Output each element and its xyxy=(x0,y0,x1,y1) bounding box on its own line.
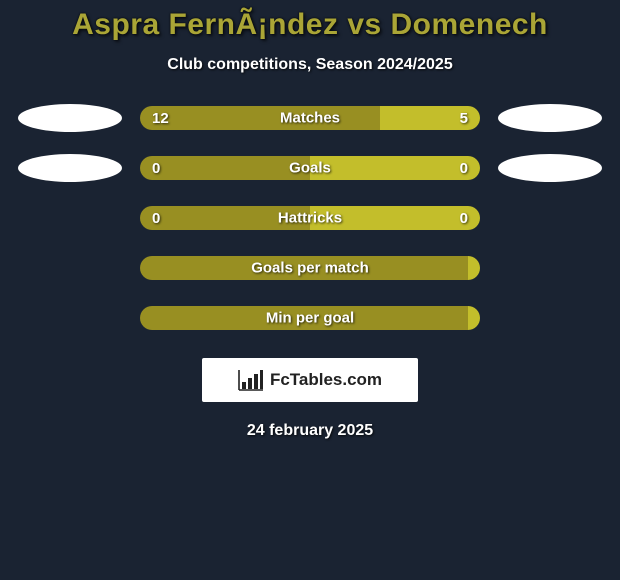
stat-bar: Goals per match xyxy=(140,256,480,280)
stat-value-left: 0 xyxy=(152,210,160,227)
stat-value-right: 5 xyxy=(460,110,468,127)
stat-label: Goals per match xyxy=(251,260,369,277)
stat-label: Hattricks xyxy=(278,210,342,227)
player-left-avatar xyxy=(18,104,122,132)
stat-bar-left: 12 xyxy=(140,106,380,130)
stat-bar-right xyxy=(468,256,480,280)
stat-row: 12 5 Matches xyxy=(0,104,620,132)
stat-bar: Min per goal xyxy=(140,306,480,330)
stat-value-left: 0 xyxy=(152,160,160,177)
stat-bar: 12 5 Matches xyxy=(140,106,480,130)
date-label: 24 february 2025 xyxy=(0,422,620,440)
stat-bar-right: 0 xyxy=(310,156,480,180)
stat-label: Min per goal xyxy=(266,310,354,327)
stat-bar-left: 0 xyxy=(140,156,310,180)
player-right-avatar xyxy=(498,154,602,182)
subtitle: Club competitions, Season 2024/2025 xyxy=(0,56,620,74)
logo-text: FcTables.com xyxy=(270,370,382,390)
logo-card[interactable]: FcTables.com xyxy=(202,358,418,402)
stat-bar: 0 0 Goals xyxy=(140,156,480,180)
player-right-avatar xyxy=(498,104,602,132)
stat-value-left: 12 xyxy=(152,110,169,127)
stat-bar-right xyxy=(468,306,480,330)
stat-value-right: 0 xyxy=(460,210,468,227)
stat-bar: 0 0 Hattricks xyxy=(140,206,480,230)
stat-bar-right: 5 xyxy=(380,106,480,130)
stats-rows: 12 5 Matches 0 0 Goals 0 0 Hattricks Goals per ma… xyxy=(0,104,620,332)
comparison-widget: Aspra FernÃ¡ndez vs Domenech Club compet… xyxy=(0,0,620,440)
stat-row: Goals per match xyxy=(0,254,620,282)
page-title: Aspra FernÃ¡ndez vs Domenech xyxy=(0,8,620,42)
stat-row: Min per goal xyxy=(0,304,620,332)
stat-label: Matches xyxy=(280,110,340,127)
stat-row: 0 0 Hattricks xyxy=(0,204,620,232)
stat-value-right: 0 xyxy=(460,160,468,177)
bars-icon xyxy=(238,369,264,391)
stat-label: Goals xyxy=(289,160,331,177)
player-left-avatar xyxy=(18,154,122,182)
stat-row: 0 0 Goals xyxy=(0,154,620,182)
